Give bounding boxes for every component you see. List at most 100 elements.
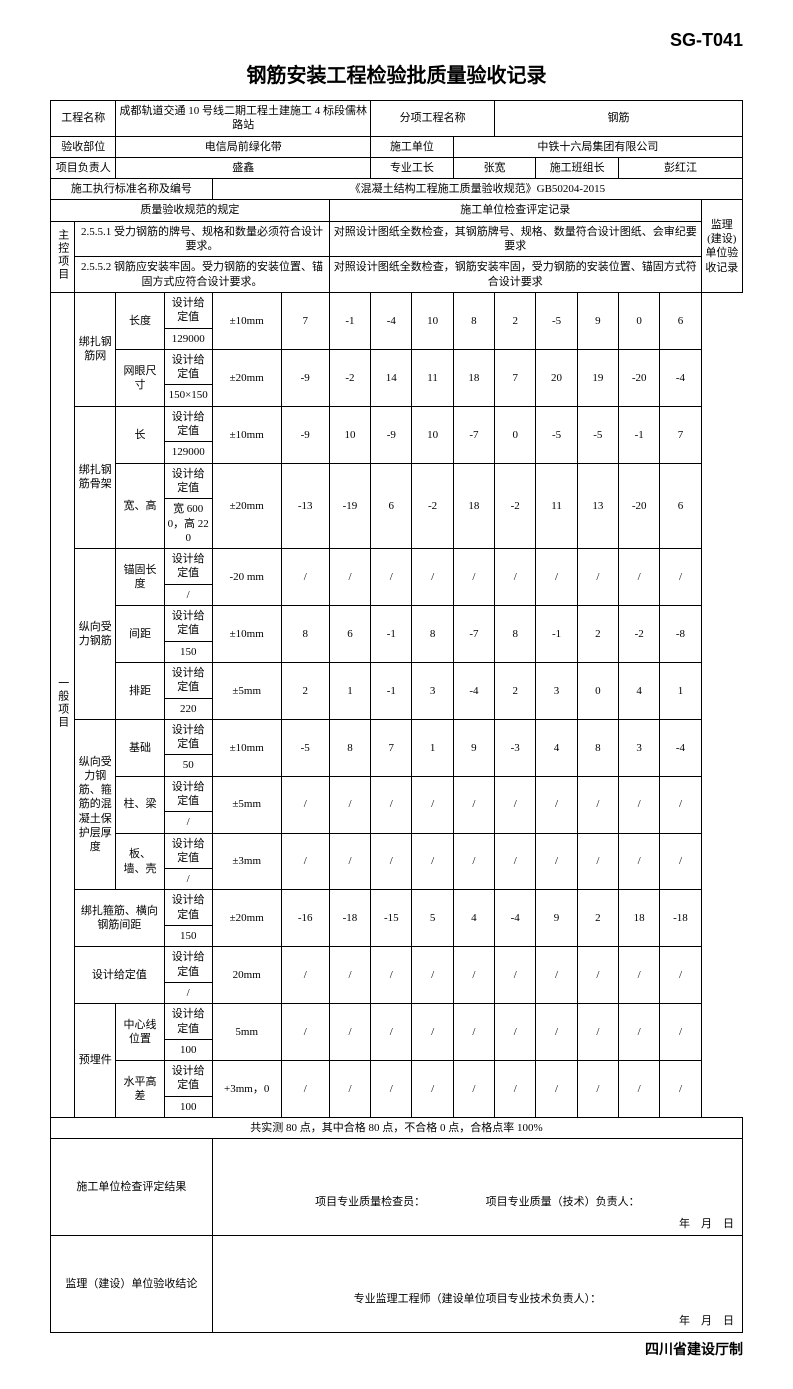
- measure-cell: -15: [371, 890, 412, 947]
- measure-cell: 14: [371, 349, 412, 406]
- measure-cell: 8: [495, 606, 536, 663]
- supervise-sign-block: 专业监理工程师（建设单位项目专业技术负责人）： 年 月 日: [212, 1236, 742, 1333]
- spec-value: 100: [164, 1096, 212, 1117]
- design-value-label: 设计给定值: [164, 890, 212, 926]
- measure-cell: /: [660, 549, 701, 606]
- measure-cell: 6: [329, 606, 370, 663]
- group-label: 设计给定值: [75, 947, 165, 1004]
- measure-cell: /: [281, 947, 329, 1004]
- measure-cell: 1: [329, 662, 370, 719]
- group-label: 绑扎箍筋、横向钢筋间距: [75, 890, 165, 947]
- spec-value: 100: [164, 1039, 212, 1060]
- measure-cell: -4: [660, 719, 701, 776]
- item-label: 排距: [116, 662, 164, 719]
- measure-cell: /: [495, 833, 536, 890]
- measure-cell: -18: [660, 890, 701, 947]
- design-value-label: 设计给定值: [164, 776, 212, 812]
- measure-cell: /: [619, 1004, 660, 1061]
- spec-value: 129000: [164, 442, 212, 463]
- spec-value: /: [164, 584, 212, 605]
- measure-cell: /: [536, 1061, 577, 1118]
- measure-cell: 3: [536, 662, 577, 719]
- measure-cell: /: [371, 549, 412, 606]
- measure-cell: 8: [453, 292, 494, 349]
- measure-cell: 10: [412, 406, 453, 463]
- measure-cell: -3: [495, 719, 536, 776]
- item-label: 间距: [116, 606, 164, 663]
- item-label: 长: [116, 406, 164, 463]
- measure-cell: -7: [453, 606, 494, 663]
- measure-cell: -7: [453, 406, 494, 463]
- project-leader: 盛鑫: [116, 157, 371, 178]
- measure-cell: /: [660, 776, 701, 833]
- spec-value: 220: [164, 698, 212, 719]
- measure-cell: -4: [371, 292, 412, 349]
- measure-cell: 18: [453, 463, 494, 548]
- spec-value: /: [164, 869, 212, 890]
- measure-cell: 5: [412, 890, 453, 947]
- measure-cell: /: [453, 947, 494, 1004]
- measure-cell: -20: [619, 349, 660, 406]
- item-label: 水平高差: [116, 1061, 164, 1118]
- measure-cell: /: [660, 947, 701, 1004]
- item-label: 长度: [116, 292, 164, 349]
- measure-cell: /: [495, 1004, 536, 1061]
- label-quality-spec: 质量验收规范的规定: [51, 200, 330, 221]
- measure-cell: /: [329, 776, 370, 833]
- measure-cell: -4: [495, 890, 536, 947]
- design-value-label: 设计给定值: [164, 947, 212, 983]
- measure-cell: 18: [453, 349, 494, 406]
- measure-cell: /: [329, 947, 370, 1004]
- measure-cell: -1: [371, 606, 412, 663]
- tolerance: 5mm: [212, 1004, 281, 1061]
- construct-sign-block: 项目专业质量检查员： 项目专业质量（技术）负责人： 年 月 日: [212, 1139, 742, 1236]
- measure-cell: -4: [660, 349, 701, 406]
- measure-cell: /: [619, 1061, 660, 1118]
- main-table: 工程名称 成都轨道交通 10 号线二期工程土建施工 4 标段儒林路站 分项工程名…: [50, 100, 743, 1333]
- measure-cell: /: [577, 776, 618, 833]
- measure-cell: /: [619, 776, 660, 833]
- measure-cell: -5: [577, 406, 618, 463]
- design-value-label: 设计给定值: [164, 549, 212, 585]
- spec-value: 宽 6000，高 220: [164, 499, 212, 549]
- sub-project: 钢筋: [495, 101, 743, 137]
- measure-cell: 8: [577, 719, 618, 776]
- accept-part: 电信局前绿化带: [116, 136, 371, 157]
- measure-cell: -9: [371, 406, 412, 463]
- summary: 共实测 80 点，其中合格 80 点，不合格 0 点，合格点率 100%: [51, 1118, 743, 1139]
- doc-code: SG-T041: [50, 30, 743, 51]
- measure-cell: /: [371, 833, 412, 890]
- label-supervise-record: 监理(建设)单位验收记录: [701, 200, 742, 292]
- label-std-name: 施工执行标准名称及编号: [51, 179, 213, 200]
- measure-cell: /: [371, 947, 412, 1004]
- measure-cell: /: [536, 549, 577, 606]
- design-value-label: 设计给定值: [164, 833, 212, 869]
- design-value-label: 设计给定值: [164, 606, 212, 642]
- measure-cell: /: [281, 776, 329, 833]
- measure-cell: 8: [412, 606, 453, 663]
- measure-cell: 6: [660, 292, 701, 349]
- measure-cell: /: [281, 549, 329, 606]
- measure-cell: 4: [453, 890, 494, 947]
- measure-cell: 8: [329, 719, 370, 776]
- construct-result-label: 施工单位检查评定结果: [51, 1139, 213, 1236]
- tolerance: ±5mm: [212, 662, 281, 719]
- design-value-label: 设计给定值: [164, 719, 212, 755]
- measure-cell: /: [281, 1004, 329, 1061]
- group-label: 绑扎钢筋网: [75, 292, 116, 406]
- measure-cell: /: [329, 1004, 370, 1061]
- tolerance: ±10mm: [212, 719, 281, 776]
- item-label: 柱、梁: [116, 776, 164, 833]
- measure-cell: /: [371, 1061, 412, 1118]
- team-leader: 彭红江: [619, 157, 743, 178]
- project-name: 成都轨道交通 10 号线二期工程土建施工 4 标段儒林路站: [116, 101, 371, 137]
- measure-cell: 4: [536, 719, 577, 776]
- tolerance: +3mm，0: [212, 1061, 281, 1118]
- measure-cell: 9: [577, 292, 618, 349]
- measure-cell: /: [577, 1061, 618, 1118]
- measure-cell: /: [495, 947, 536, 1004]
- measure-cell: 3: [619, 719, 660, 776]
- spec-value: 150×150: [164, 385, 212, 406]
- measure-cell: 18: [619, 890, 660, 947]
- measure-cell: 0: [495, 406, 536, 463]
